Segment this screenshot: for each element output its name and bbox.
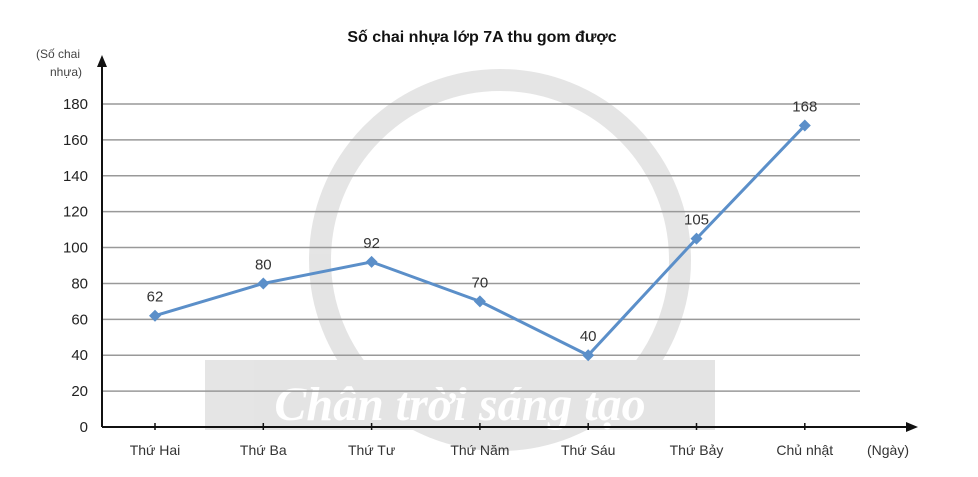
- data-label: 80: [255, 256, 272, 273]
- data-point-marker: [149, 309, 161, 322]
- chart-title: Số chai nhựa lớp 7A thu gom được: [347, 29, 616, 46]
- y-tick-label: 180: [63, 96, 88, 113]
- data-label: 62: [147, 289, 164, 306]
- y-axis-arrow-icon: [97, 55, 107, 67]
- axes: [97, 55, 918, 432]
- x-axis-arrow-icon: [906, 422, 918, 432]
- y-tick-label: 40: [71, 347, 88, 364]
- data-label: 70: [472, 274, 489, 291]
- x-tick-label: Thứ Tư: [348, 442, 395, 458]
- data-point-marker: [798, 119, 811, 132]
- x-tick-label: Thứ Bảy: [670, 442, 724, 458]
- y-axis-label-line-2: nhựa): [50, 65, 82, 79]
- x-tick-label: Chủ nhật: [776, 442, 833, 458]
- data-point-marker: [690, 232, 703, 245]
- x-tick-label: Thứ Hai: [130, 442, 181, 458]
- data-label: 105: [684, 212, 709, 229]
- y-tick-label: 140: [63, 168, 88, 185]
- data-point-marker: [365, 255, 378, 268]
- data-label: 40: [580, 328, 597, 345]
- y-tick-label: 100: [63, 240, 88, 257]
- y-tick-label: 120: [63, 204, 88, 221]
- data-point-marker: [582, 349, 595, 362]
- y-tick-label: 160: [63, 132, 88, 149]
- y-axis-label-line-1: (Số chai: [36, 47, 80, 61]
- watermark-logo: Chân trời sáng tạo: [205, 69, 715, 451]
- data-point-marker: [473, 295, 486, 308]
- data-label: 92: [363, 235, 380, 252]
- watermark-text: Chân trời sáng tạo: [274, 378, 645, 431]
- y-tick-label: 20: [71, 383, 88, 400]
- y-tick-label: 60: [71, 311, 88, 328]
- x-tick-label: Thứ Sáu: [561, 442, 616, 458]
- data-point-marker: [257, 277, 270, 290]
- data-label: 168: [792, 99, 817, 116]
- series-line: [154, 124, 806, 358]
- x-tick-label: Thứ Ba: [240, 442, 287, 458]
- y-tick-label: 80: [71, 275, 88, 292]
- y-tick-label: 0: [80, 419, 88, 436]
- x-tick-label: Thứ Năm: [450, 442, 509, 458]
- x-axis-label: (Ngày): [867, 442, 909, 458]
